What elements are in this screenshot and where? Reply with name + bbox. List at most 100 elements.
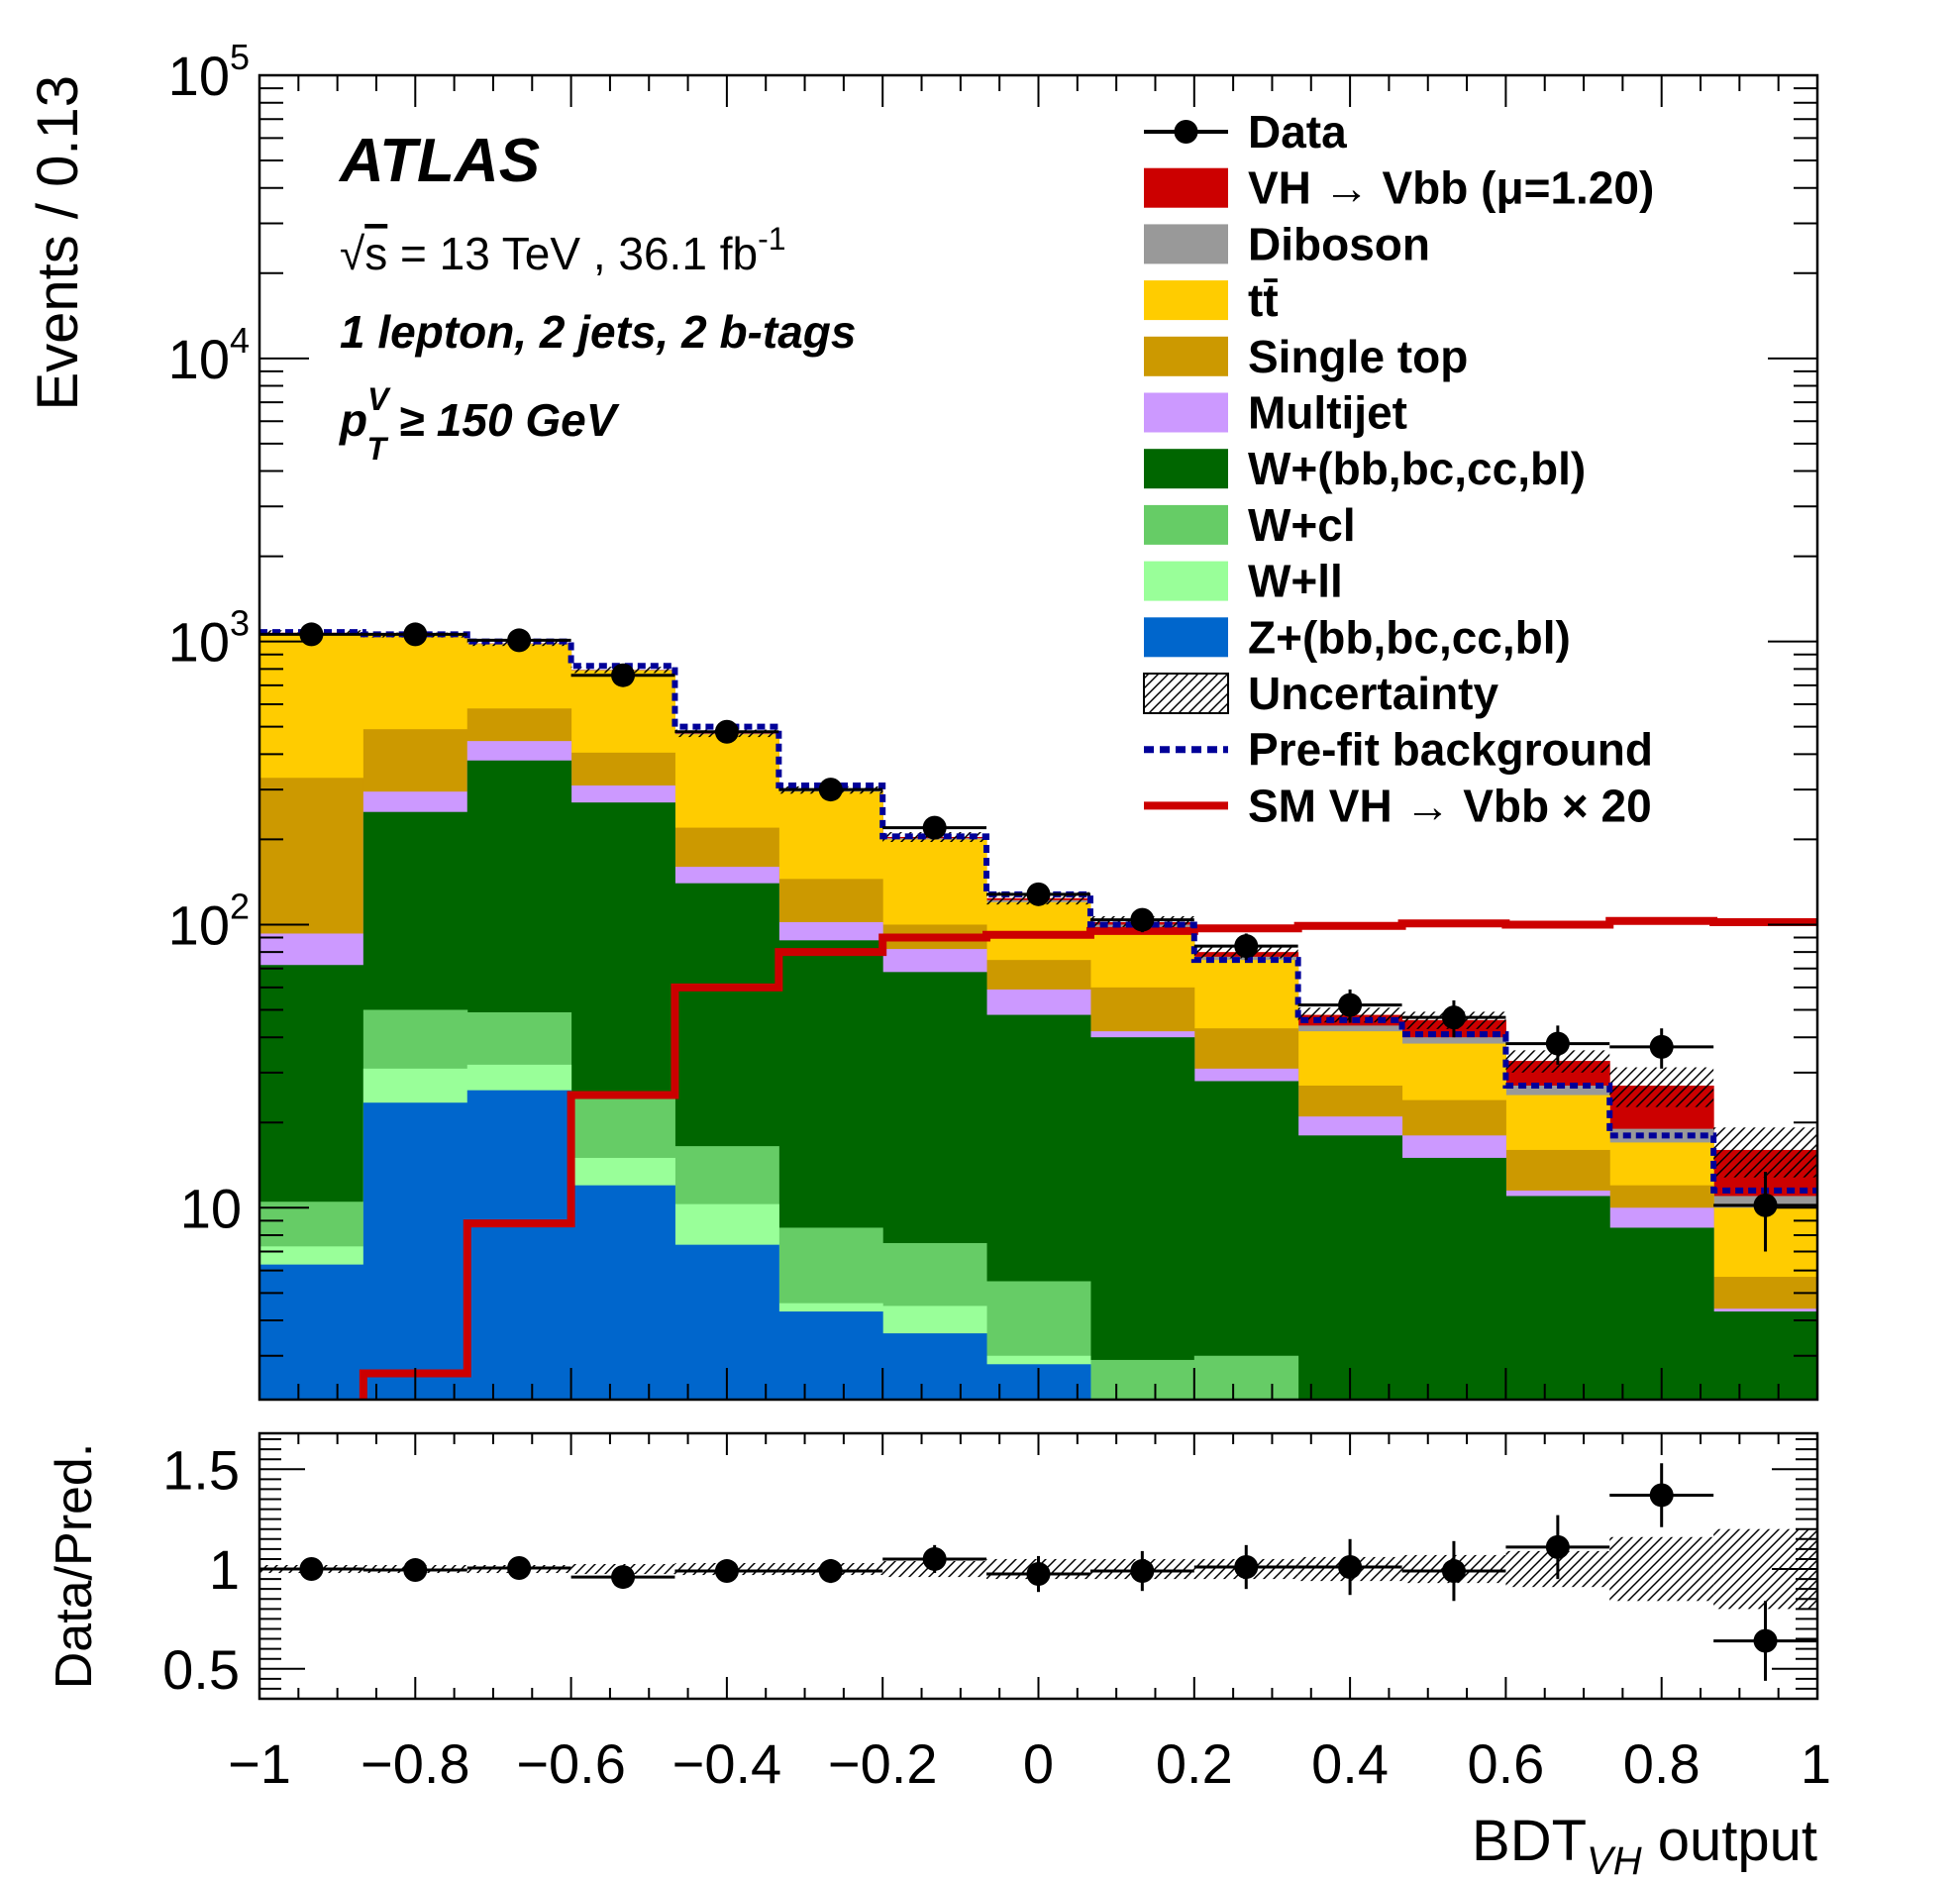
ratio-point-9	[1234, 1555, 1259, 1580]
x-tick-label-9: 0.8	[1623, 1732, 1701, 1795]
energy-label: √s = 13 TeV , 36.1 fb-1	[340, 221, 786, 279]
legend-swatch	[1144, 280, 1228, 321]
stacked-histograms	[259, 630, 1817, 1400]
x-tick-label-4: −0.2	[828, 1732, 938, 1795]
region-label: 1 lepton, 2 jets, 2 b-tags	[340, 306, 856, 358]
legend-entry-w-cl: W+cl	[1144, 499, 1356, 551]
legend-entry-sm-vh-vbb-20: SM VH → Vbb × 20	[1144, 780, 1652, 831]
bar-w-cl-9	[1193, 1355, 1299, 1400]
data-point-5	[818, 778, 843, 802]
experiment-label: ATLAS	[338, 127, 540, 195]
ratio-point-10	[1338, 1555, 1363, 1580]
x-tick-label-0: −1	[228, 1732, 291, 1795]
data-point-0	[299, 622, 324, 647]
main-plot-frame	[258, 73, 1819, 1402]
bar-z-bb-bc-cc-bl-3	[570, 1185, 675, 1400]
x-tick-label-2: −0.6	[516, 1732, 626, 1795]
bar-w-bb-bc-cc-bl-10	[1297, 1135, 1403, 1400]
ratio-plot-frame	[258, 1431, 1819, 1701]
legend-label: W+ll	[1248, 556, 1343, 607]
legend-entry-tt: tt̄	[1144, 274, 1279, 326]
x-tick-label-7: 0.4	[1311, 1732, 1389, 1795]
data-point-6	[922, 815, 947, 840]
legend-label: Uncertainty	[1248, 668, 1498, 719]
ratio-y-axis-label: Data/Pred.	[46, 1443, 103, 1690]
ratio-data-points	[259, 1463, 1817, 1681]
uncertainty-band-13	[1609, 1067, 1714, 1107]
y-tick-label-3: 104	[168, 320, 250, 390]
data-point-1	[403, 622, 428, 647]
x-tick-label-6: 0.2	[1156, 1732, 1233, 1795]
legend-label: SM VH → Vbb × 20	[1248, 780, 1652, 831]
x-tick-label-1: −0.8	[361, 1732, 470, 1795]
legend-swatch	[1144, 449, 1228, 489]
legend-label: Multijet	[1248, 387, 1407, 439]
legend-label: VH → Vbb (μ=1.20)	[1248, 162, 1654, 214]
legend-label: Single top	[1248, 331, 1468, 382]
legend-hatch-swatch	[1143, 673, 1229, 714]
legend-label: Data	[1248, 106, 1347, 157]
ratio-point-8	[1130, 1559, 1155, 1584]
y-axis-label: Events / 0.13	[26, 75, 90, 411]
legend-label: Diboson	[1248, 218, 1430, 269]
x-tick-label-5: 0	[1023, 1732, 1054, 1795]
sm-vh-x20-line	[359, 916, 1817, 1400]
data-point-14	[1753, 1193, 1778, 1217]
data-points	[259, 622, 1817, 1252]
bar-w-bb-bc-cc-bl-12	[1505, 1196, 1610, 1400]
bar-w-bb-bc-cc-bl-8	[1089, 1037, 1195, 1400]
data-point-8	[1130, 907, 1155, 932]
legend-label: tt̄	[1248, 274, 1279, 326]
ratio-plot-panel: 0.5 1 1.5 −1 −0.8 −0.6 −0.4 −0.2 0 0.2 0.4 0.6 0.8 1	[162, 1431, 1831, 1795]
bar-z-bb-bc-cc-bl-0	[259, 1264, 364, 1400]
bar-w-cl-8	[1089, 1359, 1195, 1400]
ratio-point-7	[1026, 1562, 1051, 1587]
pt-cut-label: pV T ≥ 150 GeV	[338, 381, 620, 467]
ratio-point-11	[1441, 1559, 1466, 1584]
x-tick-label-3: −0.4	[672, 1732, 782, 1795]
bar-z-bb-bc-cc-bl-6	[882, 1333, 987, 1400]
ratio-point-6	[922, 1546, 947, 1571]
data-point-10	[1338, 993, 1363, 1017]
legend-data-marker	[1174, 120, 1198, 144]
bar-z-bb-bc-cc-bl-2	[466, 1090, 572, 1400]
x-tick-label-8: 0.6	[1467, 1732, 1544, 1795]
y-tick-label-2: 103	[168, 603, 250, 674]
legend-entry-w-ll: W+ll	[1144, 556, 1343, 607]
legend-swatch	[1144, 336, 1228, 376]
ratio-y-tick-label-1: 1	[209, 1538, 240, 1601]
legend-entry-vh-vbb-1-20: VH → Vbb (μ=1.20)	[1144, 162, 1654, 214]
legend-swatch	[1144, 167, 1228, 208]
data-point-2	[507, 628, 532, 653]
main-plot-panel: 10 102 103 104 105	[168, 37, 1819, 1402]
data-point-3	[611, 663, 636, 687]
legend-label: Z+(bb,bc,cc,bl)	[1248, 611, 1571, 663]
data-point-7	[1026, 882, 1051, 906]
ratio-point-13	[1649, 1483, 1674, 1508]
legend-entry-z-bb-bc-cc-bl: Z+(bb,bc,cc,bl)	[1144, 611, 1571, 663]
y-tick-label-1: 102	[168, 886, 250, 956]
bar-z-bb-bc-cc-bl-5	[778, 1311, 883, 1400]
legend-entry-pre-fit-background: Pre-fit background	[1144, 724, 1653, 776]
legend-entry-data: Data	[1144, 106, 1347, 157]
data-point-12	[1545, 1031, 1570, 1056]
x-axis-label: BDTVH output	[1472, 1809, 1817, 1882]
data-point-11	[1441, 1005, 1466, 1030]
bar-w-bb-bc-cc-bl-11	[1401, 1157, 1506, 1400]
ratio-point-3	[611, 1565, 636, 1590]
legend-swatch	[1144, 392, 1228, 433]
legend-entry-w-bb-bc-cc-bl: W+(bb,bc,cc,bl)	[1144, 443, 1586, 494]
uncertainty-band-14	[1713, 1127, 1817, 1178]
ratio-point-0	[299, 1557, 324, 1582]
legend-label: W+(bb,bc,cc,bl)	[1248, 443, 1586, 494]
legend-swatch	[1144, 617, 1228, 658]
ratio-y-tick-label-0: 0.5	[162, 1638, 240, 1701]
y-tick-labels: 10 102 103 104 105	[168, 37, 250, 1239]
ratio-point-5	[818, 1559, 843, 1584]
legend-swatch	[1144, 504, 1228, 545]
legend-label: W+cl	[1248, 499, 1356, 551]
ratio-point-1	[403, 1558, 428, 1583]
legend-entry-diboson: Diboson	[1144, 218, 1430, 269]
legend-entry-uncertainty: Uncertainty	[1143, 668, 1498, 719]
